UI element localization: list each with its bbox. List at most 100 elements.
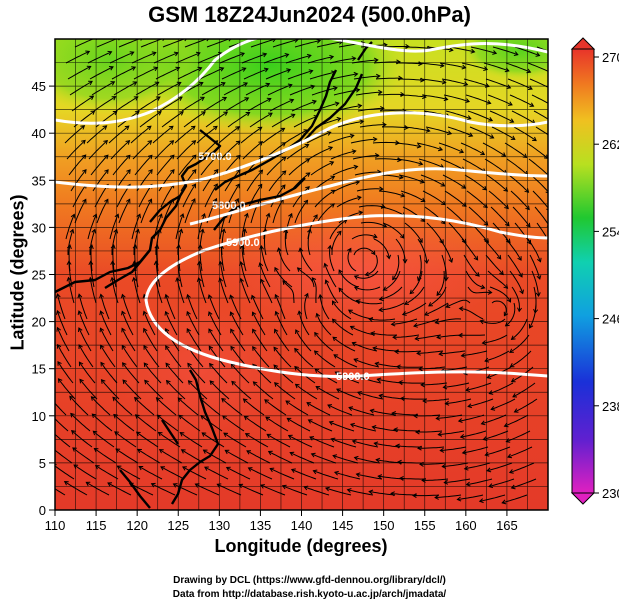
streamline: [177, 67, 202, 80]
streamline-arrow: [314, 331, 319, 337]
streamline: [220, 245, 225, 272]
streamline: [485, 446, 511, 456]
streamline: [506, 430, 531, 443]
streamline-arrow: [391, 411, 396, 416]
streamline-arrow: [230, 328, 235, 334]
streamline: [316, 41, 343, 48]
streamline: [113, 81, 137, 96]
streamline-arrow: [286, 417, 292, 423]
streamline: [96, 199, 109, 224]
streamline: [336, 196, 361, 208]
streamline: [269, 468, 295, 480]
streamline-arrow: [49, 413, 53, 417]
streamline-arrow: [506, 297, 512, 303]
streamline-arrow: [311, 99, 317, 105]
streamline: [112, 245, 115, 272]
streamline: [165, 362, 184, 384]
streamline-arrow: [323, 262, 329, 268]
streamline: [504, 142, 527, 158]
streamline-arrow: [348, 406, 354, 412]
streamline: [222, 415, 245, 432]
streamline-arrow: [186, 328, 192, 333]
streamline: [57, 361, 74, 384]
streamline: [273, 364, 294, 384]
streamline-arrow: [70, 213, 76, 219]
streamline-arrow: [552, 121, 556, 125]
streamline-arrow: [269, 467, 275, 473]
streamline-arrow: [225, 466, 231, 472]
streamline: [489, 110, 514, 123]
streamline: [395, 445, 422, 448]
streamline-arrow: [70, 430, 76, 435]
streamline-arrow: [88, 80, 93, 86]
streamline-arrow: [331, 300, 337, 306]
streamline: [111, 66, 136, 80]
streamline-arrow: [147, 140, 153, 145]
streamline: [250, 198, 261, 224]
streamline: [199, 245, 203, 272]
streamline: [423, 398, 450, 402]
streamline: [242, 141, 263, 160]
streamline-arrow: [222, 96, 228, 102]
streamline: [527, 62, 548, 72]
streamline-arrow: [144, 379, 149, 385]
streamline-arrow: [551, 104, 555, 108]
streamline: [293, 115, 318, 128]
streamline: [421, 94, 448, 100]
streamline-arrow: [535, 52, 541, 57]
streamline-arrow: [439, 447, 445, 453]
streamline: [370, 409, 397, 416]
streamline-arrow: [486, 374, 492, 379]
streamline-arrow: [507, 101, 513, 106]
streamline: [160, 466, 185, 480]
streamline: [482, 142, 506, 157]
streamline-arrow: [303, 199, 309, 205]
streamline: [468, 206, 489, 226]
streamline: [266, 156, 287, 176]
streamline: [286, 144, 309, 160]
streamline-arrow: [401, 311, 407, 316]
streamline: [203, 449, 227, 464]
streamline: [56, 327, 70, 352]
streamline: [100, 362, 118, 384]
streamline-arrow: [78, 327, 83, 333]
streamline: [205, 111, 228, 128]
streamline-arrow: [186, 310, 191, 316]
streamline-arrow: [213, 168, 219, 174]
streamline-arrow: [223, 111, 229, 116]
streamline-arrow: [517, 307, 522, 313]
streamline-arrow: [110, 244, 116, 249]
streamline: [535, 126, 548, 136]
streamline: [329, 219, 348, 240]
streamline-arrow: [465, 98, 471, 103]
streamline-arrow: [168, 125, 174, 131]
streamline: [436, 270, 445, 296]
streamline: [464, 174, 487, 191]
streamline-arrow: [180, 449, 186, 454]
streamline: [288, 435, 313, 448]
x-tick-label: 125: [167, 518, 189, 533]
streamline: [86, 481, 110, 496]
streamline-arrow: [441, 463, 447, 469]
streamline: [421, 382, 448, 386]
streamline: [298, 311, 310, 336]
streamline: [199, 397, 221, 416]
streamline-arrow: [447, 130, 453, 136]
streamline-arrow: [443, 276, 449, 282]
streamline: [115, 96, 139, 112]
streamline: [176, 140, 196, 160]
streamline: [138, 184, 153, 208]
streamline: [528, 158, 548, 176]
streamline: [417, 62, 444, 67]
streamline: [354, 171, 381, 176]
streamline-arrow: [330, 189, 336, 195]
x-tick-label: 120: [126, 518, 148, 533]
streamline: [91, 396, 111, 416]
streamline-arrow: [131, 66, 137, 71]
streamline-arrow: [349, 133, 355, 139]
streamline-arrow: [490, 405, 496, 411]
streamline-arrow: [257, 183, 263, 189]
streamline: [143, 328, 158, 352]
streamline-arrow: [380, 204, 386, 209]
streamline: [285, 54, 312, 64]
